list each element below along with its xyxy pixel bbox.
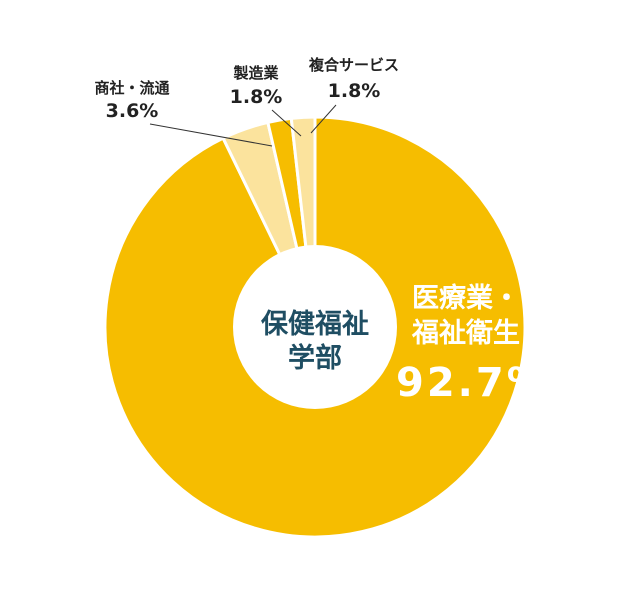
- slice-label-trade: 商社・流通: [94, 79, 169, 97]
- leader-line-trade: [149, 123, 273, 147]
- leader-line-composite-service: [310, 104, 337, 134]
- slice-label-medical-line-2: 福祉衛生: [411, 317, 520, 349]
- slice-label-manufacturing: 製造業: [232, 64, 279, 82]
- slice-value-manufacturing: 1.8%: [230, 86, 283, 108]
- donut-hole: [233, 245, 397, 409]
- slice-value-medical: 92.7%: [396, 360, 550, 406]
- slice-label-composite-service: 複合サービス: [308, 56, 399, 74]
- slice-value-composite-service: 1.8%: [328, 80, 381, 102]
- center-label-line-2: 学部: [288, 342, 342, 374]
- slice-label-medical-line-1: 医療業・: [412, 283, 520, 314]
- slice-value-trade: 3.6%: [106, 100, 159, 122]
- leader-line-manufacturing: [271, 109, 302, 137]
- center-label-line-1: 保健福祉: [260, 309, 369, 340]
